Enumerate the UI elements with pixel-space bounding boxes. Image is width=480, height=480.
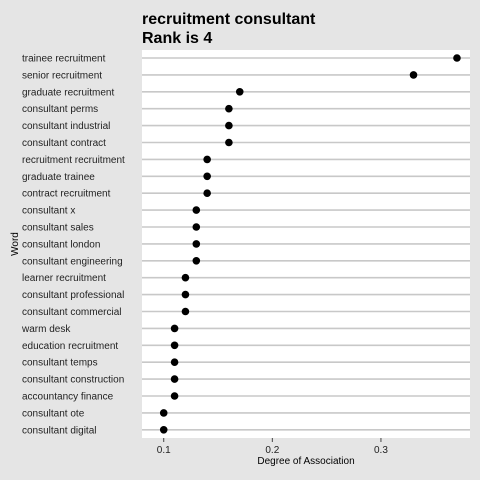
y-tick-label: consultant x — [22, 206, 75, 217]
data-point — [225, 138, 233, 147]
data-point — [192, 257, 201, 265]
y-tick-label: warm desk — [21, 324, 71, 335]
y-tick-label: consultant sales — [22, 223, 94, 234]
data-point — [170, 375, 179, 383]
y-tick-label: recruitment recruitment — [22, 155, 125, 166]
x-tick-label: 0.1 — [157, 445, 171, 456]
data-point — [192, 223, 201, 231]
y-tick-label: consultant london — [22, 239, 100, 250]
data-point — [181, 290, 190, 299]
gridlines — [142, 57, 470, 431]
y-tick-label: graduate recruitment — [22, 87, 114, 98]
y-tick-label: consultant perms — [22, 104, 98, 115]
y-tick-label: consultant contract — [22, 138, 106, 149]
data-point — [409, 71, 418, 79]
y-tick-label: consultant industrial — [22, 121, 110, 132]
y-tick-label: consultant professional — [22, 290, 124, 301]
y-tick-label: consultant ote — [22, 408, 85, 419]
y-tick-label: accountancy finance — [22, 392, 114, 403]
y-tick-labels: trainee recruitment senior recruitment gra… — [21, 54, 125, 437]
data-point — [181, 307, 190, 316]
y-tick-label: contract recruitment — [22, 189, 111, 200]
y-tick-label: education recruitment — [22, 341, 118, 352]
y-axis-title: Word — [10, 232, 21, 256]
y-tick-label: consultant construction — [22, 375, 124, 386]
data-point — [225, 104, 233, 113]
data-points — [159, 54, 461, 434]
data-point — [453, 54, 461, 62]
data-point — [203, 172, 211, 181]
data-point — [159, 409, 168, 417]
x-tick-label: 0.3 — [374, 445, 388, 456]
chart-title: recruitment consultant — [142, 11, 316, 28]
data-point — [181, 273, 190, 282]
y-tick-label: senior recruitment — [22, 70, 102, 81]
data-point — [159, 426, 168, 434]
y-tick-label: learner recruitment — [22, 273, 106, 284]
data-point — [170, 392, 179, 400]
y-tick-label: trainee recruitment — [22, 54, 106, 65]
data-point — [192, 240, 201, 248]
y-tick-label: consultant engineering — [22, 256, 123, 267]
chart-subtitle: Rank is 4 — [142, 30, 212, 47]
x-tick-label: 0.2 — [265, 445, 279, 456]
data-point — [170, 324, 179, 333]
data-point — [170, 358, 179, 367]
data-point — [235, 88, 244, 96]
y-tick-label: consultant temps — [22, 358, 98, 369]
x-axis-ticks: 0.1 0.2 0.3 — [157, 438, 388, 456]
data-point — [192, 206, 201, 214]
data-point — [203, 189, 211, 197]
y-tick-label: consultant commercial — [22, 307, 121, 318]
data-point — [170, 341, 179, 350]
y-tick-label: consultant digital — [22, 425, 97, 436]
y-tick-label: graduate trainee — [22, 172, 95, 183]
data-point — [225, 121, 233, 130]
x-axis-title: Degree of Association — [257, 456, 354, 467]
data-point — [203, 155, 211, 164]
